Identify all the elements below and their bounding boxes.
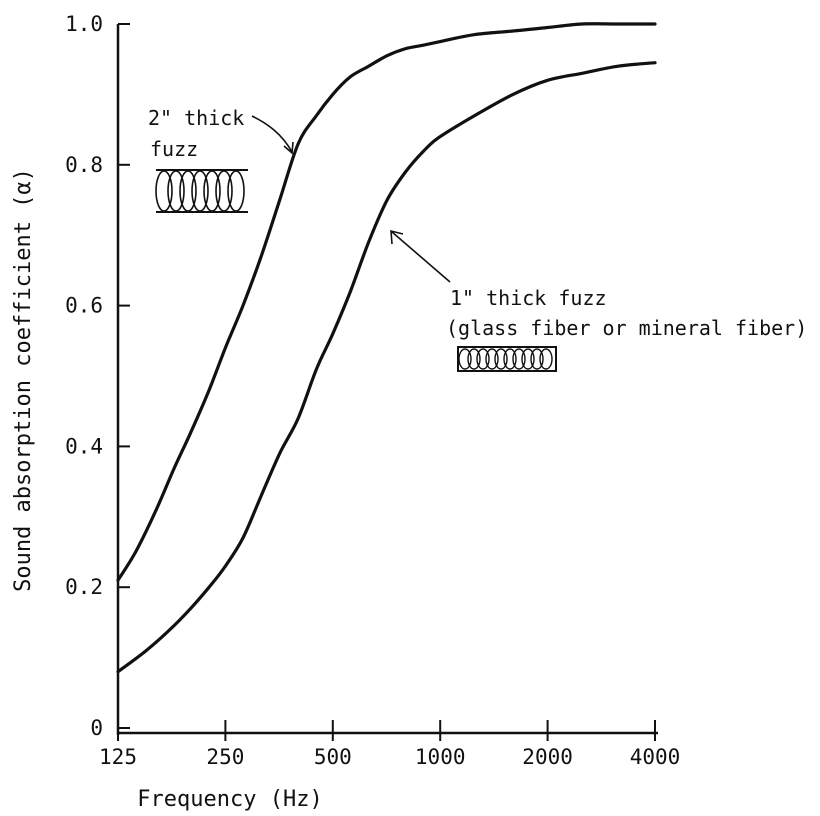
fuzz-swatch-1in [457,346,557,372]
x-tick-label: 2000 [522,745,573,769]
series-line-2in-fuzz [116,22,657,582]
series-layer [116,22,657,674]
x-tick-label: 125 [99,745,137,769]
annotation-1in-arrow [391,231,451,283]
annotation-1in-line2: (glass fiber or mineral fiber) [446,316,807,340]
x-tick-label: 1000 [415,745,466,769]
fuzz-swatch-2in [155,169,248,213]
annotation-2in-fuzz: 2" thick fuzz [148,106,294,213]
series-line-1in-fuzz [116,61,657,674]
annotation-2in-arrow [251,115,293,153]
y-axis-title: Sound absorption coefficient (α) [11,168,36,592]
y-tick-label: 0.2 [65,575,103,599]
x-tick-label: 4000 [630,745,681,769]
annotation-1in-line1: 1" thick fuzz [450,286,607,310]
annotation-2in-line1: 2" thick [148,106,244,130]
y-axis-ticks: 0 0.2 0.4 0.6 0.8 1.0 [65,12,130,740]
annotation-2in-arrowhead [283,141,294,155]
y-tick-label: 0.4 [65,434,103,458]
x-tick-label: 250 [206,745,244,769]
x-axis-title: Frequency (Hz) [137,787,322,812]
annotation-1in-fuzz: 1" thick fuzz (glass fiber or mineral fi… [390,229,807,372]
y-tick-label: 0.8 [65,153,103,177]
annotation-2in-line2: fuzz [150,137,198,161]
x-tick-label: 500 [314,745,352,769]
y-tick-label: 0.6 [65,294,103,318]
x-axis-ticks: 125 250 500 1000 2000 4000 [99,720,680,769]
annotation-1in-arrowhead [390,229,404,245]
y-tick-label: 1.0 [65,12,103,36]
y-tick-label: 0 [90,716,103,740]
